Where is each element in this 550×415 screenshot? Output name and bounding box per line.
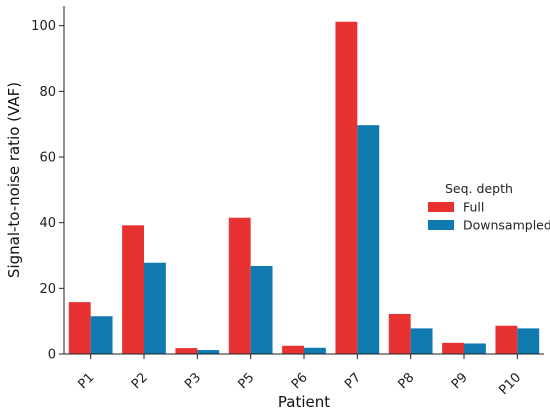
bar-p1-downsampled xyxy=(90,316,113,354)
legend-swatch-full xyxy=(428,202,454,212)
y-tick-label: 0 xyxy=(48,348,56,363)
bar-p9-downsampled xyxy=(464,343,486,354)
x-tick-label: P3 xyxy=(182,370,204,392)
bar-p8-full xyxy=(388,313,411,354)
bar-p6-downsampled xyxy=(304,347,326,354)
x-tick-label: P7 xyxy=(342,370,364,392)
bar-p8-downsampled xyxy=(410,328,433,354)
x-tick-label: P8 xyxy=(395,370,417,392)
bar-p3-downsampled xyxy=(197,350,220,354)
bar-p1-full xyxy=(68,302,91,354)
x-tick-label: P1 xyxy=(75,370,97,392)
bar-p5-full xyxy=(228,217,251,354)
y-axis-ticks: 0 20 40 60 80 100 xyxy=(31,19,64,363)
y-tick-label: 40 xyxy=(39,216,56,231)
x-axis-label: Patient xyxy=(278,393,330,411)
x-tick-label: P2 xyxy=(129,370,151,392)
legend-swatch-downsampled xyxy=(428,220,454,230)
bar-p2-full xyxy=(122,225,144,354)
bar-p6-full xyxy=(282,345,304,354)
legend: Seq. depth Full Downsampled xyxy=(428,181,550,233)
y-tick-label: 80 xyxy=(39,85,56,100)
y-axis-label: Signal-to-noise ratio (VAF) xyxy=(5,82,23,278)
bars-group xyxy=(68,21,540,355)
x-tick-label: P5 xyxy=(235,370,257,392)
x-tick-label: P10 xyxy=(496,370,524,398)
legend-label-full: Full xyxy=(463,200,484,215)
legend-label-downsampled: Downsampled xyxy=(463,218,550,233)
bar-p7-full xyxy=(335,21,358,355)
bar-p5-downsampled xyxy=(250,266,273,354)
bar-p9-full xyxy=(442,342,464,354)
bar-p10-full xyxy=(495,325,518,354)
x-axis-ticks: P1 P2 P3 P5 P6 P7 P8 P9 P10 xyxy=(75,354,524,398)
x-tick-label: P9 xyxy=(449,370,471,392)
y-tick-label: 20 xyxy=(39,282,56,297)
x-tick-label: P6 xyxy=(289,370,311,392)
legend-title: Seq. depth xyxy=(445,181,513,196)
bar-p7-downsampled xyxy=(357,125,380,354)
bar-p2-downsampled xyxy=(144,262,166,354)
y-tick-label: 100 xyxy=(31,19,56,34)
y-tick-label: 60 xyxy=(39,151,56,166)
bar-p3-full xyxy=(175,348,198,354)
bar-p10-downsampled xyxy=(517,328,540,354)
